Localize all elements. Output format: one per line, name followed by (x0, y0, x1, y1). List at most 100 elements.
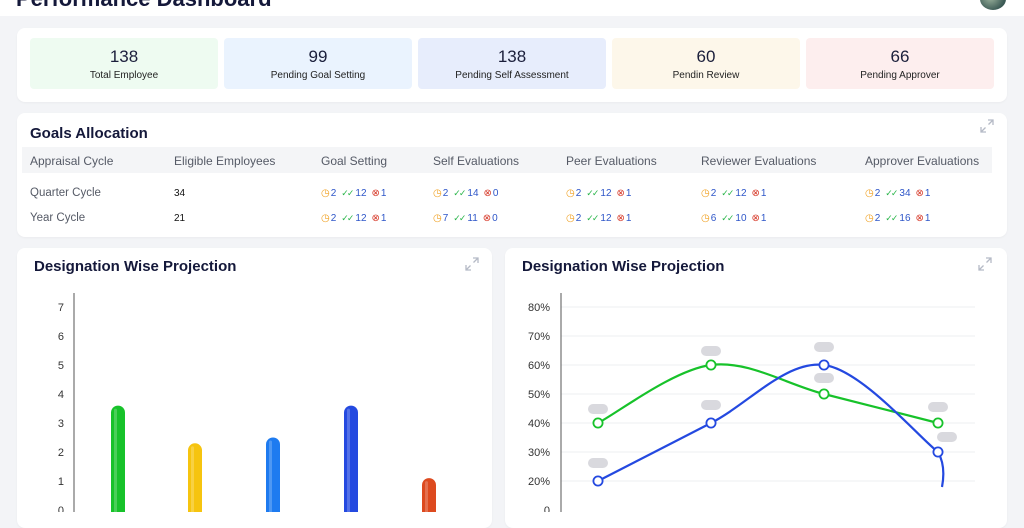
rejected-icon: ⊗ (616, 188, 625, 199)
pending-count: 2 (330, 188, 337, 199)
double-check-icon: ✓✓ (586, 188, 599, 198)
stat-value: 138 (109, 47, 139, 66)
stat-label: Pending Approver (860, 70, 940, 81)
expand-icon[interactable] (465, 257, 479, 271)
eligible-count: 21 (174, 213, 186, 224)
y-tick-label: 1 (58, 476, 64, 488)
completed-count: 10 (735, 213, 747, 224)
page-title: Performance Dashboard (16, 0, 272, 12)
goals-card (17, 113, 1007, 237)
top-bar (0, 0, 1024, 16)
stat-value: 99 (308, 47, 328, 66)
rejected-count: 1 (924, 213, 931, 224)
data-point (592, 475, 604, 487)
expand-icon[interactable] (980, 119, 994, 133)
rejected-count: 0 (492, 213, 498, 224)
metric-cell: ◷ 2 ✓✓ 12 ⊗ 1 (321, 188, 390, 199)
goals-title: Goals Allocation (30, 125, 148, 142)
rejected-count: 1 (625, 213, 632, 224)
pending-count: 2 (330, 213, 337, 224)
bar-chart: 7 6 5 4 3 2 1 0 (58, 293, 436, 512)
y-tick-label: 80% (528, 302, 550, 314)
data-label-pill (928, 402, 948, 412)
completed-count: 12 (600, 188, 612, 199)
data-label-pill (701, 346, 721, 356)
double-check-icon: ✓✓ (721, 188, 734, 198)
bar (344, 405, 358, 512)
data-label-pill (937, 432, 957, 442)
clock-icon: ◷ (566, 213, 575, 224)
bar-highlight (347, 408, 350, 512)
pending-count: 2 (442, 188, 449, 199)
y-tick-label: 4 (58, 389, 64, 401)
clock-icon: ◷ (865, 188, 874, 199)
rejected-count: 1 (760, 213, 767, 224)
stat-card[interactable]: 60 Pendin Review (612, 38, 800, 89)
y-tick-label: 40% (528, 418, 550, 430)
clock-icon: ◷ (433, 188, 442, 199)
completed-count: 12 (600, 213, 612, 224)
data-label-pill (588, 404, 608, 414)
rejected-icon: ⊗ (371, 188, 380, 199)
metric-cell: ◷ 2 ✓✓ 16 ⊗ 1 (865, 213, 934, 224)
data-label-pill (814, 373, 834, 383)
data-point (932, 417, 944, 429)
avatar[interactable] (980, 0, 1006, 10)
eligible-count: 34 (174, 188, 186, 199)
pending-count: 2 (575, 213, 582, 224)
data-point (818, 359, 830, 371)
data-label-pill (814, 342, 834, 352)
completed-count: 12 (355, 213, 367, 224)
data-point (705, 417, 717, 429)
stat-card[interactable]: 66 Pending Approver (806, 38, 994, 89)
rejected-count: 1 (760, 188, 767, 199)
rejected-count: 1 (924, 188, 931, 199)
completed-count: 11 (467, 213, 478, 224)
data-point (705, 359, 717, 371)
rejected-icon: ⊗ (915, 188, 924, 199)
double-check-icon: ✓✓ (453, 188, 466, 198)
clock-icon: ◷ (701, 213, 710, 224)
stat-label: Pending Self Assessment (455, 70, 569, 81)
pending-count: 2 (874, 188, 881, 199)
metric-cell: ◷ 2 ✓✓ 12 ⊗ 1 (701, 188, 770, 199)
rejected-count: 1 (380, 188, 387, 199)
metric-cell: ◷ 6 ✓✓ 10 ⊗ 1 (701, 213, 770, 224)
series-line (597, 363, 945, 488)
expand-icon[interactable] (978, 257, 992, 271)
cycle-name: Year Cycle (30, 212, 86, 224)
metric-cell: ◷ 2 ✓✓ 34 ⊗ 1 (865, 188, 934, 199)
stat-card[interactable]: 99 Pending Goal Setting (224, 38, 412, 89)
clock-icon: ◷ (701, 188, 710, 199)
double-check-icon: ✓✓ (341, 188, 354, 198)
data-label-pill (701, 400, 721, 410)
metric-cell: ◷ 2 ✓✓ 12 ⊗ 1 (566, 213, 635, 224)
completed-count: 12 (735, 188, 747, 199)
completed-count: 16 (899, 213, 911, 224)
stat-value: 66 (890, 47, 910, 66)
data-point (592, 417, 604, 429)
rejected-icon: ⊗ (483, 188, 492, 199)
stat-card[interactable]: 138 Total Employee (30, 38, 218, 89)
y-tick-label: 2 (58, 447, 64, 459)
column-header: Reviewer Evaluations (701, 154, 817, 168)
double-check-icon: ✓✓ (885, 188, 898, 198)
clock-icon: ◷ (433, 213, 442, 224)
clock-icon: ◷ (321, 213, 330, 224)
pending-count: 7 (442, 213, 449, 224)
metric-cell: ◷ 7 ✓✓ 11 ⊗ 0 (433, 213, 502, 224)
column-header: Peer Evaluations (566, 154, 657, 168)
stat-card[interactable]: 138 Pending Self Assessment (418, 38, 606, 89)
pending-count: 2 (710, 188, 717, 199)
y-tick-label: 7 (58, 302, 64, 314)
column-header: Approver Evaluations (865, 154, 980, 168)
y-tick-label: 0 (58, 505, 64, 512)
double-check-icon: ✓✓ (721, 213, 734, 223)
double-check-icon: ✓✓ (586, 213, 599, 223)
rejected-count: 0 (492, 188, 499, 199)
column-header: Eligible Employees (174, 154, 276, 168)
rejected-icon: ⊗ (751, 213, 760, 224)
pending-count: 2 (874, 213, 881, 224)
data-point (818, 388, 830, 400)
rejected-icon: ⊗ (482, 213, 492, 224)
